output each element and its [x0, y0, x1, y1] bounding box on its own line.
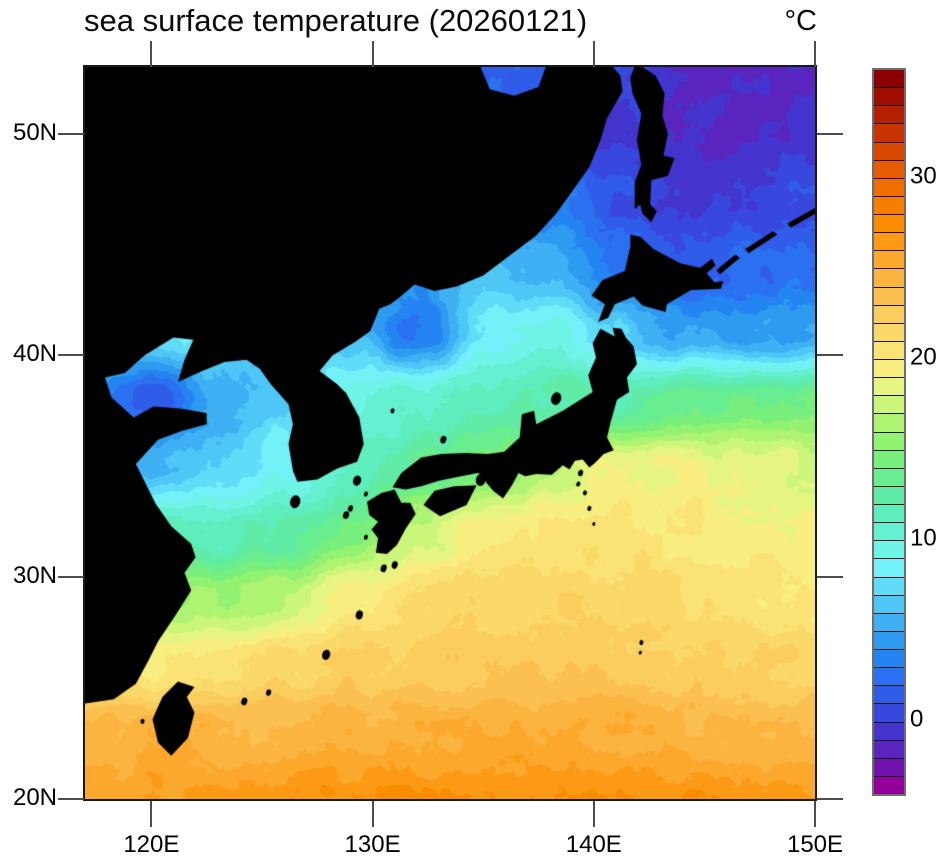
lon-tick-bottom-140E	[592, 801, 595, 827]
lat-tick-right-40N	[817, 354, 843, 357]
colorbar-cell	[874, 504, 904, 523]
colorbar-cell	[874, 322, 904, 341]
colorbar-cell	[874, 649, 904, 668]
colorbar-cell	[874, 721, 904, 740]
lat-tick-left-20N	[58, 798, 84, 800]
colorbar-tick-label-20: 20	[910, 343, 937, 371]
lat-tick-right-20N	[817, 798, 843, 800]
colorbar-cell	[874, 576, 904, 595]
lat-tick-label-40N: 40N	[12, 340, 57, 368]
colorbar-cell	[874, 70, 904, 88]
colorbar-cell	[874, 594, 904, 613]
colorbar-cell	[874, 467, 904, 486]
colorbar-cell	[874, 685, 904, 704]
colorbar-cell	[874, 775, 904, 794]
lon-tick-bottom-150E	[814, 801, 816, 827]
chart-title: sea surface temperature (20260121)	[84, 3, 588, 38]
colorbar-cell	[874, 250, 904, 269]
colorbar-cell	[874, 340, 904, 359]
lon-tick-top-140E	[592, 41, 595, 67]
map-frame	[83, 65, 817, 801]
colorbar-cell	[874, 630, 904, 649]
lat-tick-label-50N: 50N	[12, 118, 57, 146]
colorbar-tick-label-30: 30	[910, 162, 937, 190]
colorbar-cell	[874, 558, 904, 577]
colorbar-cell	[874, 87, 904, 106]
lat-tick-right-50N	[817, 132, 843, 135]
lat-tick-label-20N: 20N	[12, 783, 57, 811]
lon-tick-top-130E	[371, 41, 374, 67]
lon-tick-label-140E: 140E	[565, 831, 622, 858]
colorbar-cell	[874, 286, 904, 305]
colorbar-cell	[874, 359, 904, 378]
colorbar-cell	[874, 377, 904, 396]
colorbar-cell	[874, 268, 904, 287]
unit-label: °C	[784, 5, 817, 37]
colorbar-cell	[874, 395, 904, 414]
colorbar-cell	[874, 195, 904, 214]
colorbar	[872, 68, 906, 796]
colorbar-cell	[874, 739, 904, 758]
colorbar-cell	[874, 757, 904, 776]
colorbar-cell	[874, 123, 904, 142]
lon-tick-top-150E	[814, 41, 816, 67]
colorbar-cell	[874, 105, 904, 124]
colorbar-cell	[874, 141, 904, 160]
colorbar-cell	[874, 703, 904, 722]
lat-tick-left-50N	[58, 132, 84, 135]
colorbar-cell	[874, 612, 904, 631]
lon-tick-label-120E: 120E	[123, 831, 180, 858]
colorbar-cell	[874, 304, 904, 323]
colorbar-cell	[874, 431, 904, 450]
lon-tick-bottom-130E	[371, 801, 374, 827]
lat-tick-left-40N	[58, 354, 84, 357]
colorbar-tick-label-0: 0	[910, 705, 924, 733]
colorbar-cell	[874, 667, 904, 686]
colorbar-cell	[874, 540, 904, 559]
lon-tick-bottom-120E	[150, 801, 153, 827]
colorbar-cell	[874, 177, 904, 196]
lon-tick-label-150E: 150E	[786, 831, 844, 858]
colorbar-cell	[874, 232, 904, 251]
lat-tick-label-30N: 30N	[12, 562, 57, 590]
colorbar-tick-label-10: 10	[910, 524, 937, 552]
sst-map-canvas	[85, 67, 815, 799]
lon-tick-top-120E	[150, 41, 153, 67]
colorbar-cell	[874, 522, 904, 541]
colorbar-cell	[874, 159, 904, 178]
lat-tick-left-30N	[58, 576, 84, 579]
lat-tick-right-30N	[817, 576, 843, 579]
colorbar-cell	[874, 449, 904, 468]
colorbar-cell	[874, 214, 904, 233]
colorbar-cell	[874, 485, 904, 504]
lon-tick-label-130E: 130E	[344, 831, 401, 858]
colorbar-cell	[874, 413, 904, 432]
